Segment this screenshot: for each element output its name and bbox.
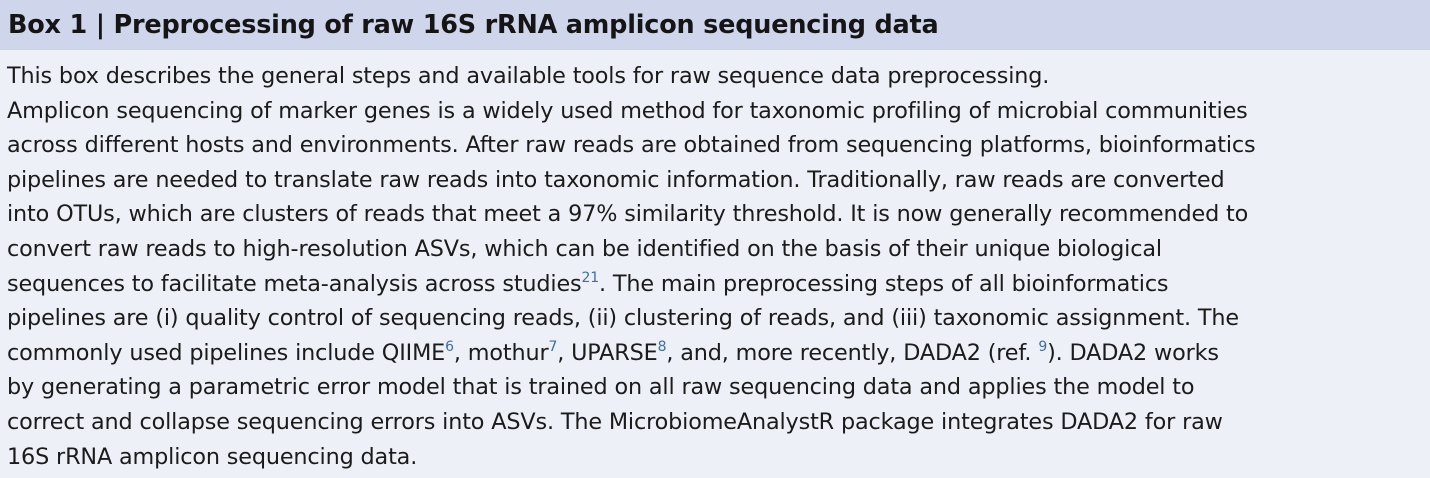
text-run: . The main preprocessing steps of all bi… [599,270,1169,297]
body-line: into OTUs, which are clusters of reads t… [7,201,1249,228]
box-title: Box 1 | Preprocessing of raw 16S rRNA am… [8,10,939,40]
reference-link[interactable]: 9 [1038,338,1048,355]
text-run: sequences to facilitate meta-analysis ac… [7,270,582,297]
body-line: pipelines are (i) quality control of seq… [7,305,1239,332]
text-run: , mothur [453,339,549,366]
text-run: , and, more recently, DADA2 (ref. [666,339,1039,366]
reference-link[interactable]: 21 [581,269,600,286]
body-line: by generating a parametric error model t… [7,374,1195,401]
body-line: convert raw reads to high-resolution ASV… [7,235,1162,262]
body-line: sequences to facilitate meta-analysis ac… [7,267,1430,302]
text-run: commonly used pipelines include QIIME [7,339,446,366]
reference-link[interactable]: 7 [548,338,558,355]
body-line: correct and collapse sequencing errors i… [7,408,1223,435]
body-line: 16S rRNA amplicon sequencing data. [7,443,418,470]
body-line: Amplicon sequencing of marker genes is a… [7,97,1248,124]
text-run: ). DADA2 works [1047,339,1219,366]
text-run: , UPARSE [557,339,658,366]
box-header: Box 1 | Preprocessing of raw 16S rRNA am… [0,0,1430,50]
body-line: pipelines are needed to translate raw re… [7,166,1225,193]
reference-link[interactable]: 6 [445,338,454,355]
intro-line: This box describes the general steps and… [7,63,1050,89]
box-body: This box describes the general steps and… [0,50,1430,474]
body-line: across different hosts and environments.… [7,132,1256,159]
body-line: commonly used pipelines include QIIME6, … [7,336,1430,371]
reference-link[interactable]: 8 [657,338,667,355]
